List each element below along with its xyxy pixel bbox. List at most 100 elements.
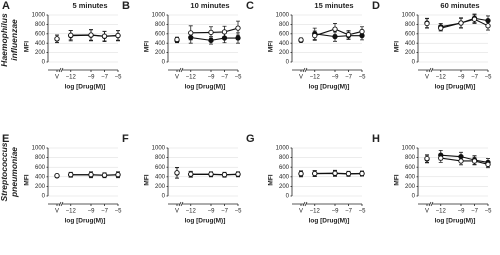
data-point xyxy=(485,161,491,167)
data-point xyxy=(88,32,94,38)
data-point xyxy=(458,153,464,160)
data-point xyxy=(359,33,365,39)
series-line xyxy=(314,33,362,38)
x-tick-label: V xyxy=(175,75,179,81)
y-axis-label: MFI xyxy=(268,41,275,52)
data-point xyxy=(221,35,228,41)
data-point xyxy=(235,25,241,31)
data-point xyxy=(235,171,241,177)
series-line xyxy=(190,27,239,34)
panel-letter: F xyxy=(122,133,129,145)
x-tick-label: −12 xyxy=(186,75,197,81)
y-tick-label: 600 xyxy=(405,165,416,171)
x-axis-label: log [Drug(M)] xyxy=(309,218,350,225)
series-line xyxy=(440,18,489,29)
axis-break xyxy=(178,201,184,207)
panel-title: 60 minutes xyxy=(440,1,479,10)
y-tick-label: 200 xyxy=(155,50,166,56)
y-tick-label: 800 xyxy=(155,155,166,161)
axis-break xyxy=(428,67,434,73)
vehicle-point xyxy=(424,20,430,27)
vehicle-point xyxy=(54,172,60,179)
y-tick-label: 200 xyxy=(279,184,290,190)
data-point xyxy=(208,37,214,44)
y-tick-label: 400 xyxy=(279,41,290,47)
data-point xyxy=(68,32,74,38)
x-tick-label: −5 xyxy=(359,75,367,81)
y-tick-label: 0 xyxy=(412,60,416,66)
x-tick-label: −12 xyxy=(66,209,77,215)
panel-title: 5 minutes xyxy=(72,1,107,10)
y-tick-label: 400 xyxy=(35,174,46,180)
y-axis-label: MFI xyxy=(24,41,31,52)
x-tick-label: V xyxy=(175,209,179,215)
y-tick-label: 200 xyxy=(405,184,416,190)
vehicle-point xyxy=(54,36,60,42)
x-tick-label: −9 xyxy=(88,209,96,215)
y-tick-label: 400 xyxy=(155,41,166,47)
x-tick-label: −7 xyxy=(345,209,353,215)
x-tick-label: −7 xyxy=(101,75,109,81)
axis-break xyxy=(428,201,434,207)
data-point xyxy=(345,171,352,177)
row-label-line: pneumoniae xyxy=(9,147,19,198)
data-point xyxy=(68,171,74,178)
y-tick-label: 600 xyxy=(279,31,290,37)
y-tick-label: 600 xyxy=(279,165,290,171)
data-point xyxy=(188,34,194,41)
x-tick-label: −5 xyxy=(235,75,243,81)
y-tick-label: 200 xyxy=(35,50,46,56)
x-axis-label: log [Drug(M)] xyxy=(65,218,106,225)
vehicle-point xyxy=(298,171,304,177)
y-axis-label: MFI xyxy=(144,174,151,185)
panel-letter: D xyxy=(372,0,380,12)
y-tick-label: 0 xyxy=(42,194,46,200)
vehicle-point xyxy=(298,37,304,43)
x-tick-label: −12 xyxy=(310,209,321,215)
data-point xyxy=(312,33,318,39)
y-tick-label: 600 xyxy=(35,165,46,171)
x-tick-label: −5 xyxy=(485,75,493,81)
axis-break xyxy=(178,67,184,73)
y-tick-label: 1000 xyxy=(152,146,166,152)
data-point xyxy=(332,33,338,40)
x-tick-label: −12 xyxy=(436,75,447,81)
x-tick-label: V xyxy=(299,209,303,215)
y-tick-label: 0 xyxy=(412,194,416,200)
data-point xyxy=(312,170,318,177)
y-tick-label: 200 xyxy=(155,184,166,190)
x-axis-label: log [Drug(M)] xyxy=(435,218,476,225)
x-tick-label: −9 xyxy=(458,75,466,81)
y-tick-label: 200 xyxy=(405,50,416,56)
y-tick-label: 0 xyxy=(162,194,166,200)
series-line xyxy=(440,157,489,165)
panel-letter: H xyxy=(372,133,380,145)
series-line xyxy=(314,28,363,37)
x-tick-label: V xyxy=(299,75,303,81)
y-tick-label: 1000 xyxy=(276,146,290,152)
y-tick-label: 0 xyxy=(286,60,290,66)
x-tick-label: V xyxy=(425,75,429,81)
x-tick-label: −7 xyxy=(345,75,353,81)
x-tick-label: −9 xyxy=(458,209,466,215)
x-tick-label: −12 xyxy=(436,209,447,215)
y-tick-label: 800 xyxy=(405,155,416,161)
data-point xyxy=(471,158,478,164)
y-tick-label: 600 xyxy=(155,165,166,171)
row-label: Haemophilusinfluenzae xyxy=(0,13,19,67)
x-tick-label: −7 xyxy=(471,209,479,215)
axis-break xyxy=(302,67,308,73)
x-tick-label: V xyxy=(55,75,59,81)
data-point xyxy=(458,20,464,26)
panel-letter: E xyxy=(2,133,9,145)
row-label-line: Haemophilus xyxy=(0,13,9,67)
y-tick-label: 1000 xyxy=(152,13,166,19)
row-label-line: influenzae xyxy=(9,19,19,61)
data-point xyxy=(235,35,241,41)
y-axis-label: MFI xyxy=(24,174,31,185)
x-tick-label: −7 xyxy=(221,209,229,215)
y-tick-label: 800 xyxy=(279,22,290,28)
x-tick-label: −9 xyxy=(208,209,216,215)
data-point xyxy=(458,158,464,164)
